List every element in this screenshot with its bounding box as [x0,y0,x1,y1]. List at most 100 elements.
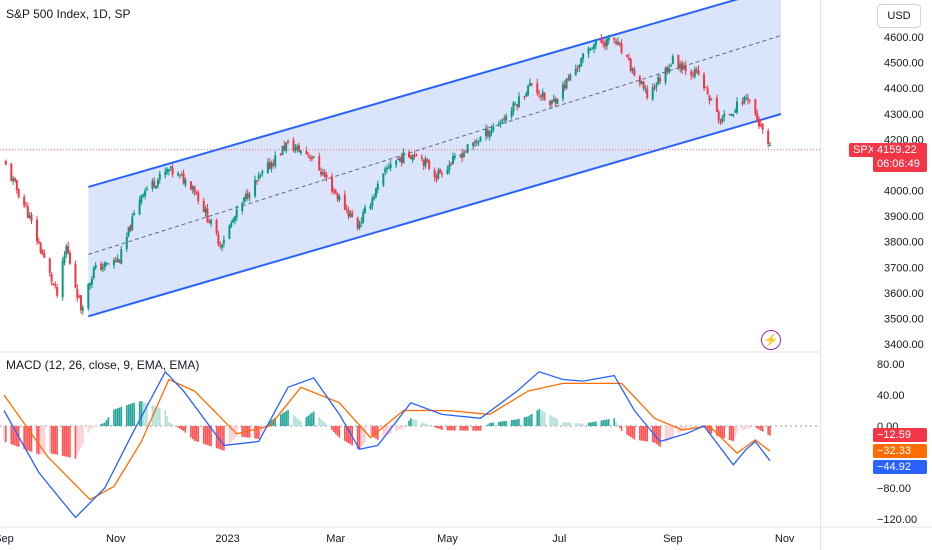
histogram-bar [103,422,106,426]
histogram-bar [631,426,634,439]
histogram-bar [474,426,476,431]
histogram-bar [78,426,80,452]
histogram-bar [411,418,414,426]
candle-body [255,180,258,182]
histogram-bar [677,426,680,434]
candle-body [369,205,372,209]
histogram-bar [525,416,528,426]
macd-tick-label: −120.00 [877,514,917,526]
candle-body [490,129,493,133]
histogram-bar [527,416,529,426]
histogram-bar [618,426,621,428]
candle-body [743,97,746,103]
candle-body [769,145,771,147]
histogram-bar [593,421,595,426]
time-tick-label: Nov [106,533,126,545]
candle-body [364,207,367,213]
histogram-bar [12,426,14,445]
histogram-bar [169,423,172,426]
candle-body [362,212,365,223]
candle-body [589,49,592,51]
candle-body [594,40,597,46]
histogram-bar [41,426,44,454]
candle-body [41,250,44,255]
histogram-bar [461,426,463,431]
candle-body [679,64,682,69]
histogram-bar [591,422,594,426]
candle-body [446,169,449,174]
candle-body [287,141,290,143]
candle-body [620,43,623,54]
candle-body [627,57,630,60]
histogram-bar [144,402,146,426]
histogram-bar [452,426,454,431]
histogram-value-tag: −12.59 [873,428,927,442]
candle-body [543,93,546,101]
candle-body [63,255,66,263]
candle-body [202,200,205,213]
candle-body [171,167,174,175]
candle-body [684,65,687,72]
histogram-bar [307,415,310,426]
histogram-bar [463,426,465,431]
candle-body [4,160,7,165]
candle-body [492,126,495,131]
candle-body [516,104,519,107]
candle-body [272,162,275,165]
histogram-bar [259,426,262,436]
candle-body [552,99,555,102]
candle-body [605,39,608,47]
histogram-bar [567,422,570,426]
histogram-bar [298,419,300,426]
histogram-bar [345,426,348,443]
candle-body [730,113,733,116]
histogram-bar [428,425,430,426]
histogram-bar [736,426,738,434]
histogram-bar [747,426,749,429]
histogram-bar [30,426,33,452]
candle-body [105,262,108,264]
histogram-bar [437,426,440,429]
candle-body [325,174,328,178]
candle-body [140,194,143,203]
histogram-bar [256,426,258,439]
candle-body [100,263,103,271]
candle-body [670,65,673,67]
candle-body [437,170,440,179]
candle-body [402,152,405,164]
histogram-bar [717,426,720,437]
histogram-bar [683,426,685,431]
candle-body [67,245,70,254]
candle-body [651,87,654,100]
histogram-bar [651,426,654,443]
histogram-bar [285,411,288,426]
candle-body [349,213,352,217]
candle-body [68,252,71,264]
candle-body [398,158,401,161]
histogram-bar [732,426,735,442]
histogram-bar [466,426,469,431]
candle-body [195,192,198,194]
candle-body [158,173,161,180]
price-tick-label: 3400.00 [884,339,924,351]
candle-body [12,178,15,182]
candle-body [266,162,269,173]
lightning-icon[interactable]: ⚡ [761,330,781,350]
histogram-bar [749,426,751,429]
histogram-bar [426,424,429,426]
candle-body [439,169,442,173]
currency-button[interactable]: USD [877,4,921,28]
histogram-bar [254,426,256,439]
histogram-bar [202,426,205,444]
candle-body [668,68,671,73]
histogram-bar [477,426,480,431]
time-tick-label: Sep [663,533,683,545]
histogram-bar [191,426,194,440]
histogram-bar [349,426,352,445]
histogram-bar [113,409,115,426]
histogram-bar [554,418,557,426]
candle-body [248,195,251,198]
candle-body [197,192,200,202]
candle-body [420,156,423,159]
